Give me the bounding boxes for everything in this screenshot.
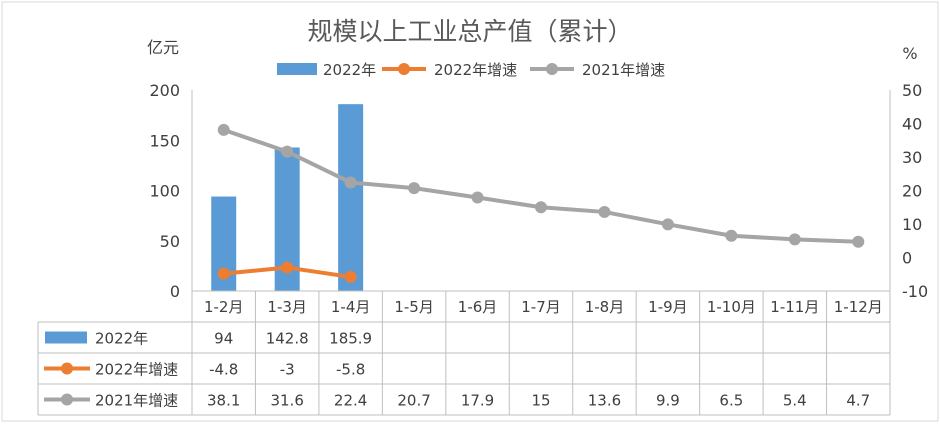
table-row-label-2: 2021年增速 (95, 392, 178, 410)
y-right-tick-6: 50 (902, 81, 922, 100)
y-left-tick-2: 100 (149, 182, 180, 201)
table-cell-2-2: 22.4 (334, 392, 367, 410)
table-row-marker-2 (61, 393, 73, 406)
legend-marker-2 (546, 63, 558, 75)
bar-2022-2 (338, 104, 364, 291)
series-point-2-10 (852, 235, 865, 248)
table-cell-2-10: 4.7 (846, 392, 870, 410)
series-point-1-2 (344, 270, 357, 283)
legend-label-2: 2021年增速 (582, 61, 665, 79)
y-right-tick-3: 20 (902, 182, 922, 201)
y-right-tick-4: 30 (902, 148, 922, 167)
table-cell-2-6: 13.6 (588, 392, 621, 410)
category-label-3: 1-5月 (394, 298, 434, 316)
y-left-tick-3: 150 (149, 131, 180, 150)
legend-swatch-0 (277, 63, 317, 75)
series-point-2-2 (344, 176, 357, 189)
table-cell-0-2: 185.9 (329, 330, 372, 348)
category-label-7: 1-9月 (648, 298, 688, 316)
y-left-tick-0: 0 (170, 282, 180, 301)
table-cell-1-2: -5.8 (336, 361, 365, 379)
table-cell-2-1: 31.6 (270, 392, 303, 410)
series-point-2-3 (408, 182, 421, 195)
y-left-tick-1: 50 (160, 232, 180, 251)
chart-title: 规模以上工业总产值（累计） (307, 17, 632, 46)
table-cell-2-8: 6.5 (719, 392, 743, 410)
series-point-1-0 (217, 267, 230, 280)
category-label-8: 1-10月 (707, 298, 756, 316)
table-cell-1-0: -4.8 (209, 361, 238, 379)
table-row-label-1: 2022年增速 (95, 361, 178, 379)
series-point-2-7 (661, 218, 674, 231)
series-point-2-6 (598, 205, 611, 218)
table-row-label-0: 2022年 (95, 330, 148, 348)
series-point-2-9 (788, 233, 801, 246)
legend-label-0: 2022年 (323, 61, 376, 79)
series-point-2-1 (281, 145, 294, 158)
table-row-swatch-0 (45, 331, 87, 344)
y-right-tick-2: 10 (902, 215, 922, 234)
table-cell-2-7: 9.9 (656, 392, 680, 410)
legend-marker-1 (398, 63, 410, 75)
table-cell-2-4: 17.9 (461, 392, 494, 410)
category-label-1: 1-3月 (267, 298, 307, 316)
category-label-4: 1-6月 (458, 298, 498, 316)
y-left-tick-4: 200 (149, 81, 180, 100)
category-label-9: 1-11月 (770, 298, 819, 316)
category-label-5: 1-7月 (521, 298, 561, 316)
series-point-2-8 (725, 229, 738, 242)
y-right-tick-5: 40 (902, 115, 922, 134)
series-point-2-0 (217, 123, 230, 136)
table-cell-2-3: 20.7 (397, 392, 430, 410)
table-cell-2-0: 38.1 (207, 392, 240, 410)
series-point-2-4 (471, 191, 484, 204)
y-right-tick-0: -10 (902, 282, 928, 301)
category-label-0: 1-2月 (204, 298, 244, 316)
y-left-axis-label: 亿元 (147, 38, 179, 57)
y-right-tick-1: 0 (902, 249, 912, 268)
table-cell-2-5: 15 (531, 392, 550, 410)
table-cell-0-0: 94 (214, 330, 233, 348)
category-label-2: 1-4月 (331, 298, 371, 316)
legend-label-1: 2022年增速 (434, 61, 517, 79)
category-label-6: 1-8月 (585, 298, 625, 316)
table-row-marker-1 (61, 362, 73, 375)
series-point-2-5 (535, 201, 547, 214)
y-right-axis-label: % (902, 44, 917, 63)
table-cell-2-9: 5.4 (783, 392, 807, 410)
table-cell-1-1: -3 (280, 361, 295, 379)
category-label-10: 1-12月 (834, 298, 883, 316)
series-point-1-1 (281, 261, 294, 274)
table-cell-0-1: 142.8 (266, 330, 309, 348)
